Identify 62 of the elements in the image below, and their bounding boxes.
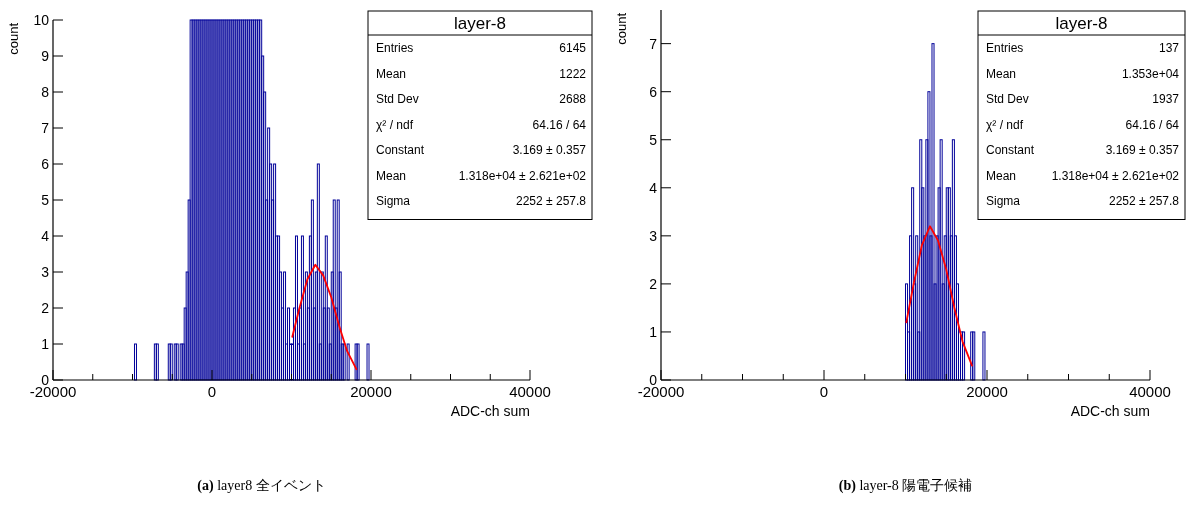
annotation: 1.318e+04 ± 2.621e+02 [1051, 168, 1180, 183]
y-tick-label: 5 [41, 192, 50, 208]
chart-title: layer-8 [1055, 14, 1108, 33]
annotation: Mean [986, 168, 1017, 183]
y-tick-label: 7 [41, 120, 50, 136]
annotation: 3.169 ± 0.357 [512, 143, 587, 157]
y-tick-label: 4 [649, 179, 658, 196]
y-axis-title: count [6, 22, 21, 55]
annotation: Sigma [986, 194, 1021, 208]
annotation: 3.169 ± 0.357 [1105, 143, 1180, 157]
y-axis-title: count [614, 12, 629, 45]
y-tick-label: 1 [649, 323, 658, 340]
x-tick-label: 40000 [509, 383, 551, 400]
y-tick-label: 3 [649, 227, 658, 244]
y-tick-label: 7 [649, 35, 658, 52]
annotation: Constant [376, 143, 425, 157]
text: 64.16 / 64 [532, 117, 587, 132]
x-tick-label: 0 [819, 383, 829, 400]
y-tick-label: 6 [41, 156, 50, 172]
y-tick-label: 2 [41, 300, 50, 316]
y-tick-label: 8 [41, 84, 50, 100]
annotation: Mean [376, 168, 407, 183]
text: 1222 [559, 66, 587, 81]
y-tick-label: 1 [41, 336, 50, 352]
x-tick-label: 20000 [966, 383, 1008, 400]
x-axis-title: ADC-ch sum [450, 403, 530, 419]
chart-title: layer-8 [454, 14, 506, 33]
x-axis-title: ADC-ch sum [1070, 403, 1150, 419]
x-tick-label: 40000 [1129, 383, 1171, 400]
x-tick-label: 20000 [350, 383, 392, 400]
annotation: 1.353e+04 [1121, 66, 1180, 81]
y-tick-label: 9 [41, 48, 50, 64]
annotation: 2252 ± 257.8 [516, 194, 587, 208]
annotation: Sigma [376, 194, 411, 208]
y-tick-label: 2 [649, 275, 658, 292]
line-series [905, 225, 973, 367]
y-tick-label: 0 [41, 372, 50, 388]
y-tick-label: 3 [41, 264, 50, 280]
y-tick-label: 10 [33, 12, 50, 28]
annotation: 1.318e+04 ± 2.621e+02 [458, 168, 587, 183]
text: (b) layer-8 陽電子候補 [838, 478, 973, 494]
annotation: Mean [376, 66, 407, 81]
annotation: Entries [986, 41, 1024, 55]
annotation: χ² / ndf [376, 117, 414, 132]
y-tick-label: 5 [649, 131, 658, 148]
y-tick-label: 4 [41, 228, 50, 244]
annotation: Std Dev [376, 92, 419, 106]
annotation: 2252 ± 257.8 [1109, 194, 1180, 208]
y-tick-label: 6 [649, 83, 658, 100]
x-tick-label: 0 [207, 383, 217, 400]
annotation: Constant [986, 143, 1035, 157]
text: 137 [1158, 41, 1180, 55]
text: (a) layer8 全イベント [197, 478, 326, 494]
annotation: χ² / ndf [986, 117, 1024, 132]
text: 1937 [1152, 92, 1180, 106]
annotation: Std Dev [986, 92, 1029, 106]
annotation: 64.16 / 64 [1125, 117, 1180, 132]
annotation: Mean [986, 66, 1017, 81]
annotation: Entries [376, 41, 414, 55]
text: 2688 [559, 92, 587, 106]
y-tick-label: 0 [649, 372, 658, 388]
text: 6145 [559, 41, 587, 55]
